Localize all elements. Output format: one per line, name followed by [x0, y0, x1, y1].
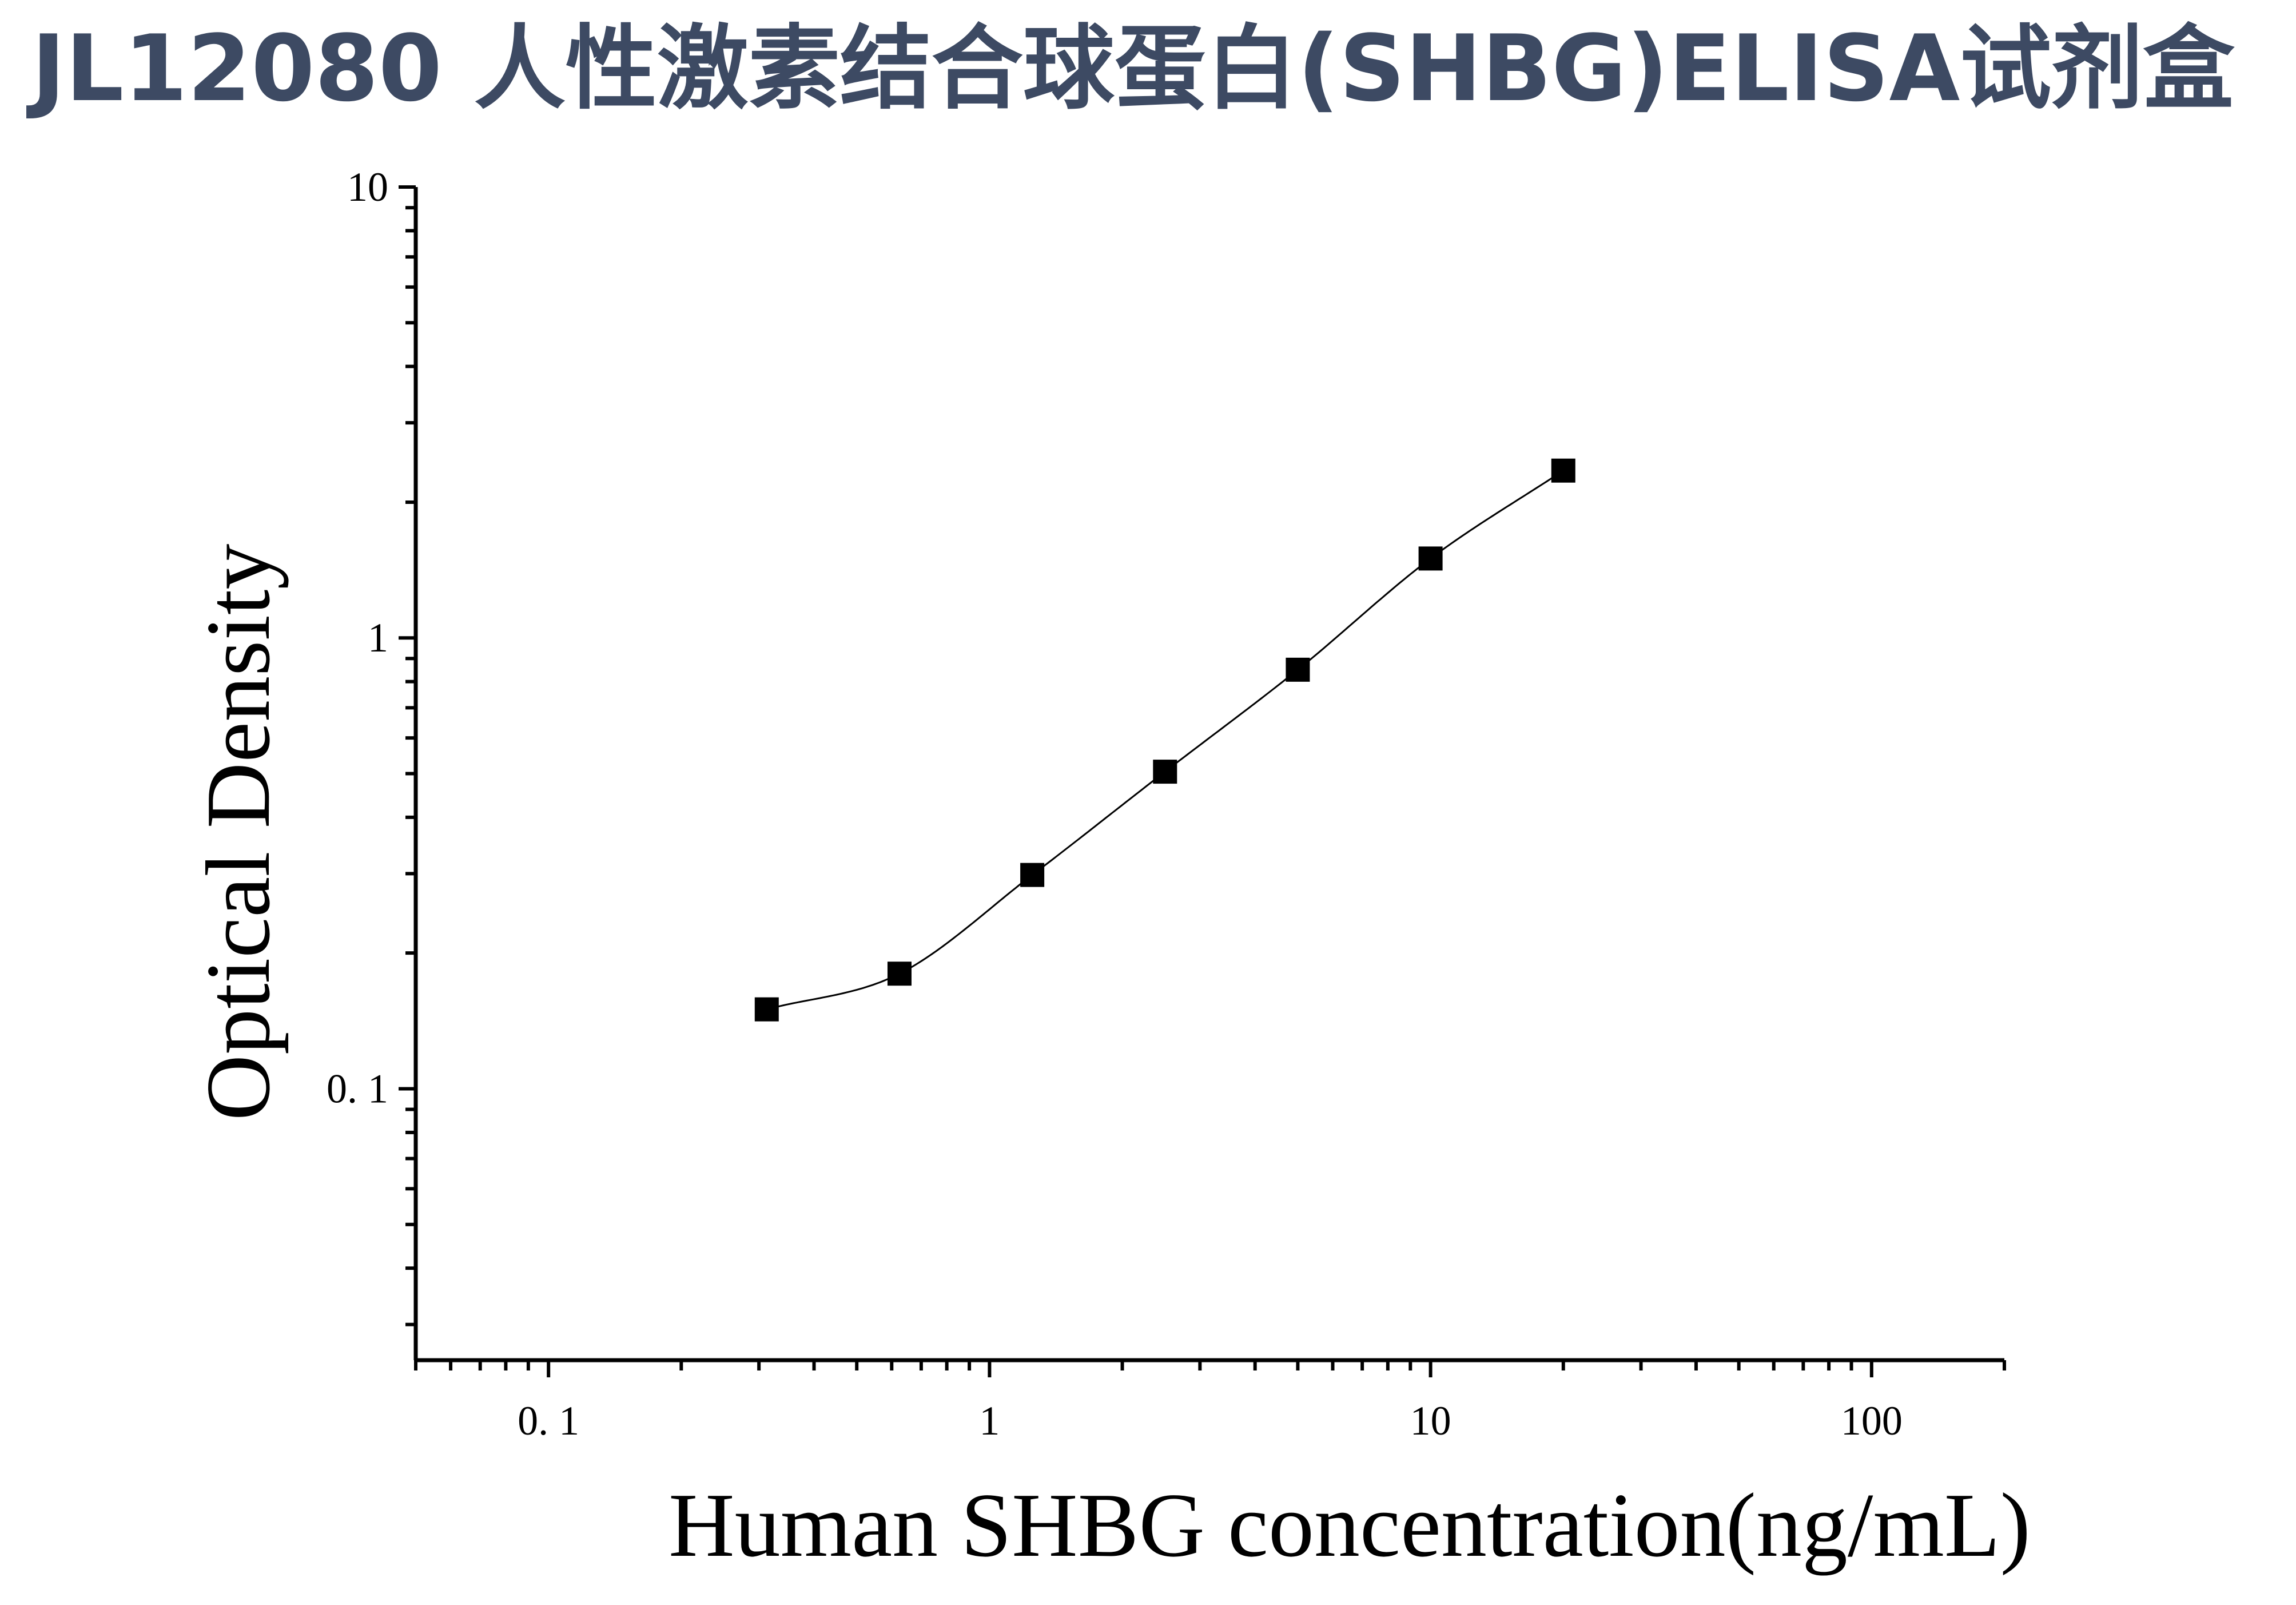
- data-point: [1551, 458, 1575, 483]
- data-point: [754, 997, 779, 1022]
- data-point: [887, 962, 912, 986]
- fit-curve: [766, 470, 1564, 1011]
- x-tick-label: 10: [1410, 1398, 1451, 1444]
- x-tick-label: 100: [1841, 1398, 1903, 1444]
- page-title: JL12080 人性激素结合球蛋白(SHBG)ELISA试剂盒: [31, 15, 2235, 122]
- x-tick-label: 0. 1: [518, 1398, 579, 1444]
- data-points: [754, 458, 1575, 1022]
- data-point: [1020, 863, 1045, 887]
- axis-ticks: [399, 185, 2006, 1377]
- data-point: [1153, 760, 1177, 784]
- tick-labels: 0. 1 1 10 100 0. 1 1 10: [327, 164, 1903, 1444]
- data-point: [1418, 546, 1443, 571]
- axes: [413, 187, 2004, 1362]
- y-tick-label: 0. 1: [327, 1066, 388, 1111]
- x-axis-title: Human SHBG concentration(ng/mL): [668, 1474, 2031, 1576]
- y-tick-label: 1: [368, 615, 388, 661]
- x-tick-label: 1: [979, 1398, 1000, 1444]
- y-tick-label: 10: [347, 164, 388, 210]
- y-axis-title: Optical Density: [187, 544, 289, 1121]
- data-point: [1286, 657, 1310, 682]
